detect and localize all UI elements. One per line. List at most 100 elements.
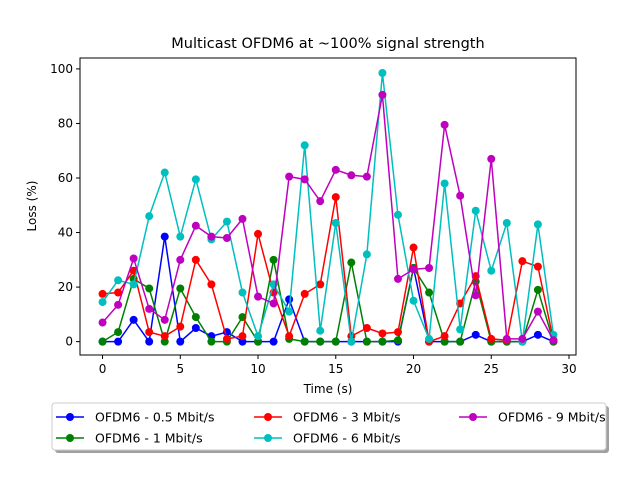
data-point [393,336,402,345]
data-point [456,337,465,346]
series-4 [98,90,558,345]
data-point [191,221,200,230]
data-point [285,332,294,341]
data-point [533,220,542,229]
data-point [533,285,542,294]
data-point [487,266,496,275]
legend-label: OFDM6 - 6 Mbit/s [293,431,401,446]
data-point [362,250,371,259]
data-point [440,179,449,188]
data-point [425,288,434,297]
data-point [129,280,138,289]
data-point [300,289,309,298]
data-point [331,165,340,174]
series-2 [98,193,558,346]
data-point [114,300,123,309]
legend-marker [264,434,272,442]
legend-entry: OFDM6 - 0.5 Mbit/s [56,410,215,425]
data-point [207,280,216,289]
data-point [300,337,309,346]
x-tick-label: 20 [406,362,421,376]
data-point [518,257,527,266]
legend-entry: OFDM6 - 1 Mbit/s [56,431,203,446]
legend-label: OFDM6 - 9 Mbit/s [498,410,606,425]
data-point [98,298,107,307]
data-point [440,332,449,341]
data-point [191,313,200,322]
data-point [222,217,231,226]
y-tick-label: 40 [58,226,73,240]
series-1 [98,255,558,346]
series-line [101,94,555,341]
y-tick-label: 60 [58,171,73,185]
data-point [207,337,216,346]
legend-entry: OFDM6 - 9 Mbit/s [459,410,606,425]
legend-marker [66,413,74,421]
data-point [269,255,278,264]
x-tick-label: 0 [99,362,107,376]
data-point [502,219,511,227]
data-point [425,334,434,343]
data-point [285,307,294,316]
data-point [549,336,558,345]
data-point [254,292,263,301]
x-axis: 0 5 10 15 20 25 30 [99,355,577,376]
data-point [331,219,340,227]
data-point [160,332,169,341]
data-point [129,254,138,263]
data-point [238,332,247,341]
data-point [145,304,154,313]
data-point [316,337,325,346]
data-point [487,154,496,163]
y-tick-label: 20 [58,280,73,294]
y-tick-label: 100 [50,62,73,76]
y-axis: 0 20 40 60 80 100 [50,62,80,349]
data-point [471,330,480,339]
data-point [533,330,542,339]
data-point [471,291,480,300]
data-point [440,120,449,129]
data-point [518,334,527,343]
data-point [471,206,480,215]
data-point [362,172,371,181]
data-point [114,276,123,285]
legend-label: OFDM6 - 0.5 Mbit/s [95,410,215,425]
x-tick-label: 30 [561,362,576,376]
data-point [316,326,325,335]
data-point [347,171,356,180]
data-point [160,315,169,324]
data-point [114,328,123,337]
series-line [102,259,555,343]
data-point [300,175,309,184]
x-tick-label: 25 [484,362,499,376]
data-point [456,191,465,200]
data-point [331,337,340,346]
data-point [533,307,542,316]
data-point [129,315,138,324]
data-point [176,284,185,293]
data-point [331,193,340,202]
data-point [378,69,387,77]
axes-frame [79,57,577,356]
legend-marker [264,413,272,421]
data-point [409,296,418,305]
legend-label: OFDM6 - 3 Mbit/s [293,410,401,425]
data-point [98,289,107,298]
data-point [160,232,169,241]
data-point [409,265,418,274]
data-point [160,168,169,177]
data-point [145,328,154,337]
chart-title: Multicast OFDM6 at ~100% signal strength [171,36,484,52]
data-point [145,284,154,293]
data-point [145,212,154,221]
data-point [238,214,247,223]
data-point [393,274,402,283]
data-point [393,328,402,337]
series-3 [98,69,558,346]
data-point [176,255,185,264]
data-point [191,324,200,332]
data-point [393,210,402,219]
x-tick-label: 10 [250,362,265,376]
x-axis-label: Time (s) [303,382,353,396]
